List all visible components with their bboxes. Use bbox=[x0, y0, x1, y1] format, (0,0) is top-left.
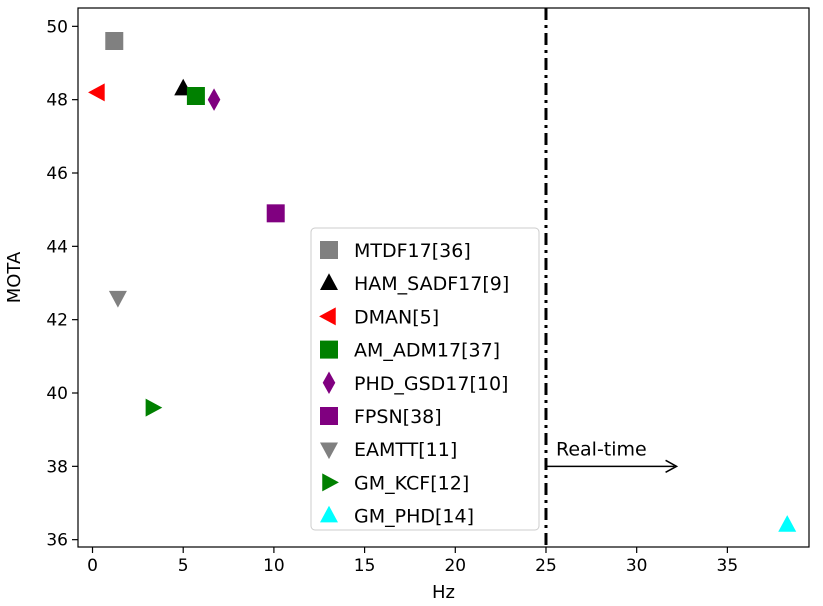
data-point-gm-kcf-12 bbox=[145, 398, 163, 417]
legend-label-am-adm17-37: AM_ADM17[37] bbox=[354, 340, 500, 362]
x-tick-label: 15 bbox=[354, 556, 376, 576]
realtime-arrow-head bbox=[665, 459, 679, 473]
plot-frame bbox=[77, 7, 810, 548]
legend: MTDF17[36] HAM_SADF17[9] DMAN[5] AM_ADM17[3… bbox=[310, 227, 540, 531]
x-tick-label: 20 bbox=[444, 556, 466, 576]
legend-marker-dman-5 bbox=[319, 307, 336, 326]
legend-label-ham-sadf17-9: HAM_SADF17[9] bbox=[354, 273, 509, 295]
x-tick-label: 35 bbox=[717, 556, 739, 576]
x-tick-label: 0 bbox=[87, 556, 98, 576]
annotation-group: Real-time bbox=[545, 438, 679, 473]
legend-marker-mtdf17-36 bbox=[320, 241, 338, 259]
legend-box bbox=[310, 227, 540, 531]
data-point-mtdf17-36 bbox=[105, 32, 124, 50]
data-point-dman-5 bbox=[88, 83, 105, 102]
y-tick-label: 50 bbox=[46, 17, 68, 37]
legend-label-gm-kcf-12: GM_KCF[12] bbox=[354, 472, 469, 494]
legend-marker-eamtt-11 bbox=[320, 442, 338, 460]
y-tick-label: 38 bbox=[46, 457, 68, 477]
y-tick-label: 46 bbox=[46, 164, 68, 184]
x-tick-label: 5 bbox=[178, 556, 189, 576]
legend-marker-phd-gsd17-10 bbox=[322, 371, 336, 395]
legend-marker-gm-phd-14 bbox=[320, 505, 338, 523]
y-axis-label: MOTA bbox=[4, 251, 25, 303]
x-tick-label: 30 bbox=[626, 556, 648, 576]
legend-marker-gm-kcf-12 bbox=[322, 473, 339, 492]
x-tick-label: 25 bbox=[535, 556, 557, 576]
y-tick-label: 36 bbox=[46, 531, 68, 551]
y-tick-label: 42 bbox=[46, 311, 68, 331]
data-point-am-adm17-37 bbox=[186, 87, 205, 105]
y-tick-label: 40 bbox=[46, 384, 68, 404]
y-tick-label: 44 bbox=[46, 237, 68, 257]
data-points bbox=[88, 32, 797, 532]
legend-marker-ham-sadf17-9 bbox=[320, 273, 338, 290]
data-point-fpsn-38 bbox=[266, 204, 285, 223]
data-point-eamtt-11 bbox=[108, 290, 127, 308]
legend-label-eamtt-11: EAMTT[11] bbox=[354, 439, 457, 461]
legend-marker-fpsn-38 bbox=[320, 407, 338, 425]
y-tick-label: 48 bbox=[46, 91, 68, 111]
x-axis-label: Hz bbox=[432, 582, 455, 603]
legend-label-phd-gsd17-10: PHD_GSD17[10] bbox=[354, 373, 508, 395]
legend-marker-am-adm17-37 bbox=[320, 340, 338, 359]
data-point-phd-gsd17-10 bbox=[207, 88, 221, 111]
legend-label-mtdf17-36: MTDF17[36] bbox=[354, 240, 471, 262]
axes-group: 0 5 10 15 20 25 30 35 36 38 40 42 44 46 48 50 Hz MOTA bbox=[4, 7, 810, 603]
realtime-annotation-text: Real-time bbox=[556, 438, 647, 460]
data-point-gm-phd-14 bbox=[778, 515, 797, 532]
legend-label-fpsn-38: FPSN[38] bbox=[354, 406, 442, 428]
legend-label-dman-5: DMAN[5] bbox=[354, 306, 439, 328]
x-tick-label: 10 bbox=[263, 556, 285, 576]
legend-label-gm-phd-14: GM_PHD[14] bbox=[354, 506, 474, 528]
